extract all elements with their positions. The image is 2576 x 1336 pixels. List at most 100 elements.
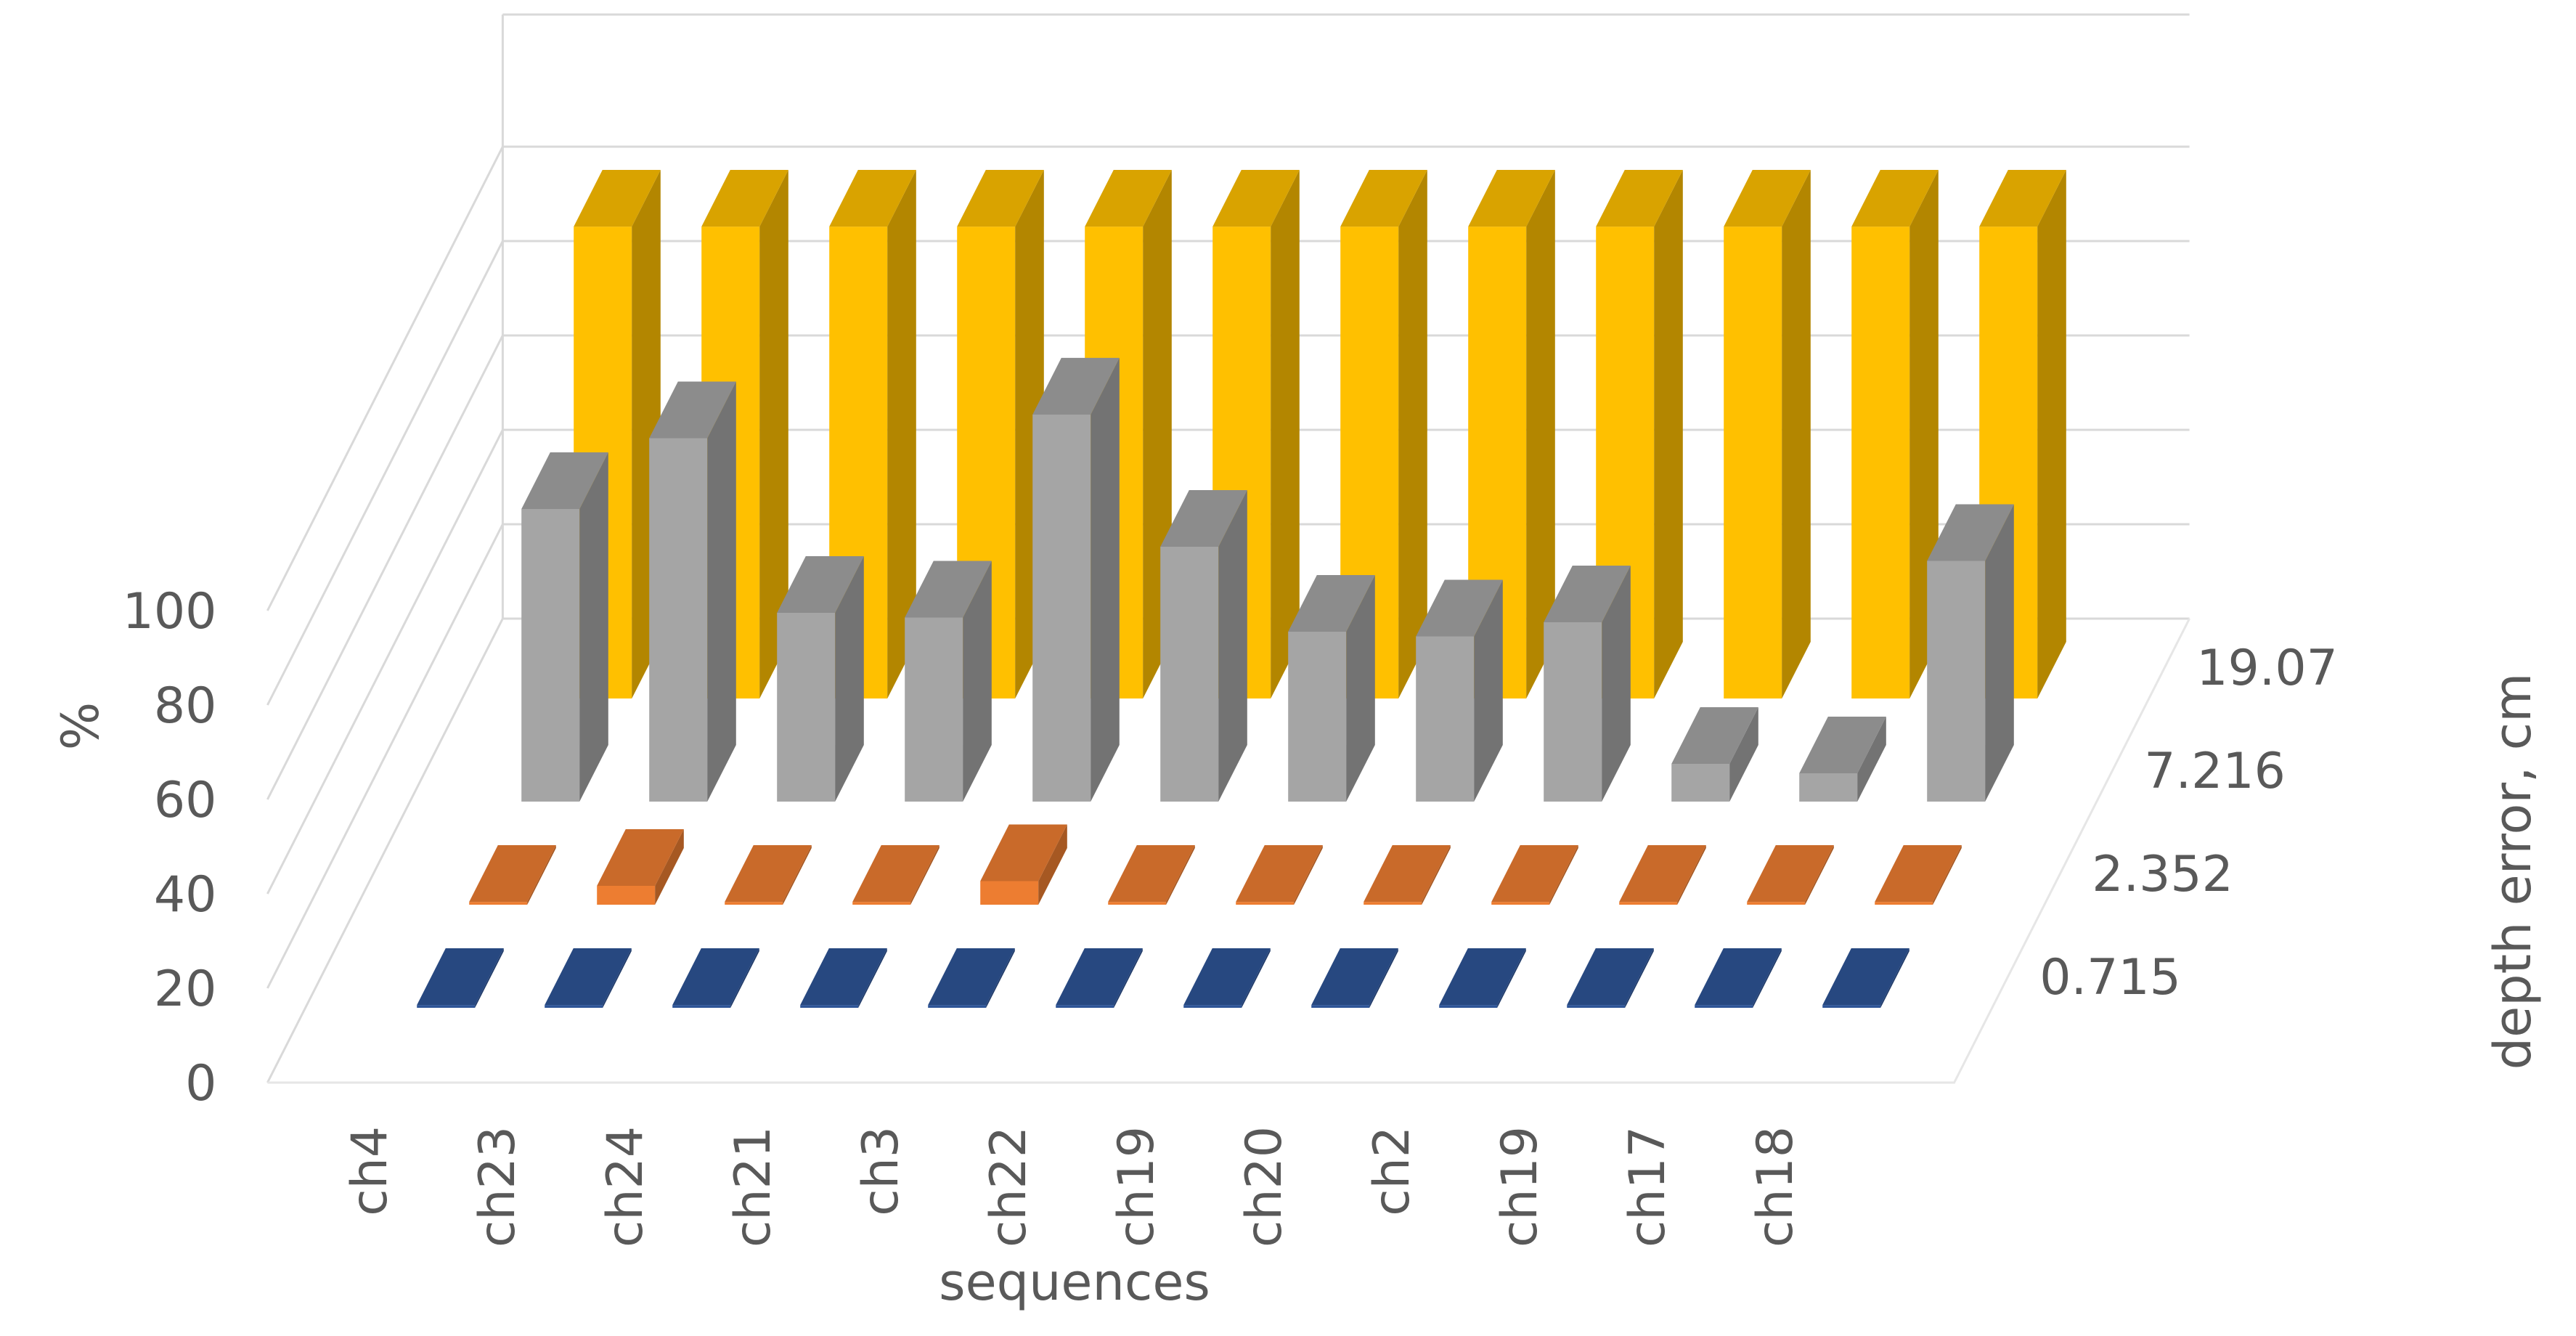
bar-side bbox=[707, 381, 736, 802]
bar-side bbox=[1166, 845, 1195, 905]
x-tick-label: ch20 bbox=[1236, 1126, 1293, 1247]
bar-side bbox=[910, 845, 939, 905]
bar-top bbox=[1619, 845, 1706, 903]
bar-side bbox=[1549, 845, 1578, 905]
bar-side bbox=[759, 170, 788, 698]
bar-19.07-ch19-9 bbox=[1724, 170, 1811, 699]
bar-front bbox=[1288, 632, 1347, 802]
labels: 0 20 40 60 80 100 19.07 7.216 2.352 0.715 ch4 ch23 c… bbox=[51, 583, 2543, 1312]
bar-front bbox=[1056, 1005, 1114, 1008]
bar-top bbox=[1491, 845, 1578, 903]
bar-2.352-ch17-10 bbox=[1747, 845, 1834, 905]
bar-0.715-ch24-2 bbox=[672, 948, 759, 1008]
bar-front bbox=[1160, 547, 1219, 802]
bar-front bbox=[1311, 1005, 1370, 1008]
bar-top bbox=[417, 948, 504, 1006]
bar-side bbox=[1091, 357, 1120, 802]
bar-front bbox=[1619, 902, 1678, 905]
y-tick-label: 0 bbox=[185, 1055, 216, 1112]
bar-7.216-ch17-10 bbox=[1799, 717, 1886, 802]
bar-side bbox=[1782, 170, 1811, 698]
bar-2.352-ch20-7 bbox=[1364, 845, 1451, 905]
bar-side bbox=[1369, 948, 1398, 1008]
bar-front bbox=[597, 886, 656, 905]
bar-7.216-ch19-6 bbox=[1288, 575, 1375, 802]
bar-7.216-ch2-8 bbox=[1544, 566, 1631, 802]
bar-top bbox=[649, 381, 736, 439]
bar-2.352-ch3-4 bbox=[980, 824, 1067, 905]
bar-top bbox=[905, 561, 992, 618]
bar-0.715-ch2-8 bbox=[1439, 948, 1526, 1008]
x-axis-title: sequences bbox=[939, 1252, 1210, 1312]
bar-side bbox=[527, 845, 556, 905]
bar-front bbox=[1875, 902, 1933, 905]
bar-side bbox=[1038, 824, 1067, 905]
bar-front bbox=[521, 509, 580, 802]
bar-top bbox=[777, 556, 864, 613]
bar-top bbox=[1340, 170, 1427, 227]
bar-side bbox=[887, 170, 916, 698]
bar-front bbox=[1032, 415, 1091, 802]
series-label: 0.715 bbox=[2039, 949, 2181, 1006]
bar-front bbox=[800, 1005, 859, 1008]
bar-2.352-ch22-5 bbox=[1108, 845, 1195, 905]
bar-side bbox=[1398, 170, 1427, 698]
bar-2.352-ch19-6 bbox=[1236, 845, 1323, 905]
bar-top bbox=[957, 170, 1044, 227]
bar-side bbox=[1497, 948, 1526, 1008]
bar-front bbox=[469, 902, 528, 905]
bar-side bbox=[1985, 504, 2014, 802]
bar-0.715-ch20-7 bbox=[1311, 948, 1398, 1008]
bar-7.216-ch21-3 bbox=[905, 561, 992, 802]
bar-top bbox=[521, 452, 608, 509]
bar-top bbox=[1799, 717, 1886, 773]
bar-front bbox=[725, 902, 783, 905]
bar-side bbox=[1474, 579, 1503, 802]
x-tick-label: ch4 bbox=[341, 1126, 399, 1216]
x-tick-label: ch22 bbox=[980, 1126, 1038, 1247]
series-label: 2.352 bbox=[2092, 846, 2233, 903]
gridlines bbox=[266, 13, 2190, 1084]
bar-side bbox=[858, 948, 887, 1008]
bar-front bbox=[1364, 902, 1422, 905]
x-tick-label: ch21 bbox=[725, 1126, 782, 1247]
bar-side bbox=[986, 948, 1015, 1008]
bar-top bbox=[1979, 170, 2066, 227]
bar-front bbox=[980, 881, 1039, 905]
bar-7.216-ch19-9 bbox=[1671, 707, 1758, 802]
bar-top bbox=[1875, 845, 1962, 903]
bar-2.352-ch21-3 bbox=[852, 845, 939, 905]
bar-top bbox=[1747, 845, 1834, 903]
bar-front bbox=[1236, 902, 1295, 905]
bar-side bbox=[2037, 170, 2066, 698]
bar-2.352-ch24-2 bbox=[725, 845, 812, 905]
bar-front bbox=[1544, 622, 1602, 802]
bar-front bbox=[1927, 561, 1986, 802]
y-tick-label: 100 bbox=[123, 583, 217, 640]
floor-edge bbox=[267, 618, 2190, 1084]
bar-front bbox=[852, 902, 911, 905]
x-tick-label: ch18 bbox=[1747, 1126, 1804, 1247]
bar-0.715-ch3-4 bbox=[928, 948, 1015, 1008]
bar-0.715-ch22-5 bbox=[1056, 948, 1143, 1008]
bar-top bbox=[1822, 948, 1909, 1006]
bar-0.715-ch21-3 bbox=[800, 948, 887, 1008]
bar-top bbox=[1212, 170, 1300, 227]
bar-front bbox=[1491, 902, 1550, 905]
bar-top bbox=[1288, 575, 1375, 632]
bar-front bbox=[649, 438, 708, 802]
bar-19.07-ch17-10 bbox=[1851, 170, 1939, 699]
bar-top bbox=[672, 948, 759, 1006]
bar-0.715-ch19-6 bbox=[1183, 948, 1271, 1008]
bar-front bbox=[545, 1005, 603, 1008]
bar-side bbox=[1933, 845, 1962, 905]
bar-top bbox=[574, 170, 661, 227]
bar-7.216-ch4-0 bbox=[521, 452, 608, 802]
bar-top bbox=[1544, 566, 1631, 622]
bar-top bbox=[1183, 948, 1271, 1006]
bar-top bbox=[1927, 504, 2014, 561]
bar-top bbox=[928, 948, 1015, 1006]
bar-front bbox=[672, 1005, 731, 1008]
bar-7.216-ch20-7 bbox=[1416, 579, 1503, 802]
